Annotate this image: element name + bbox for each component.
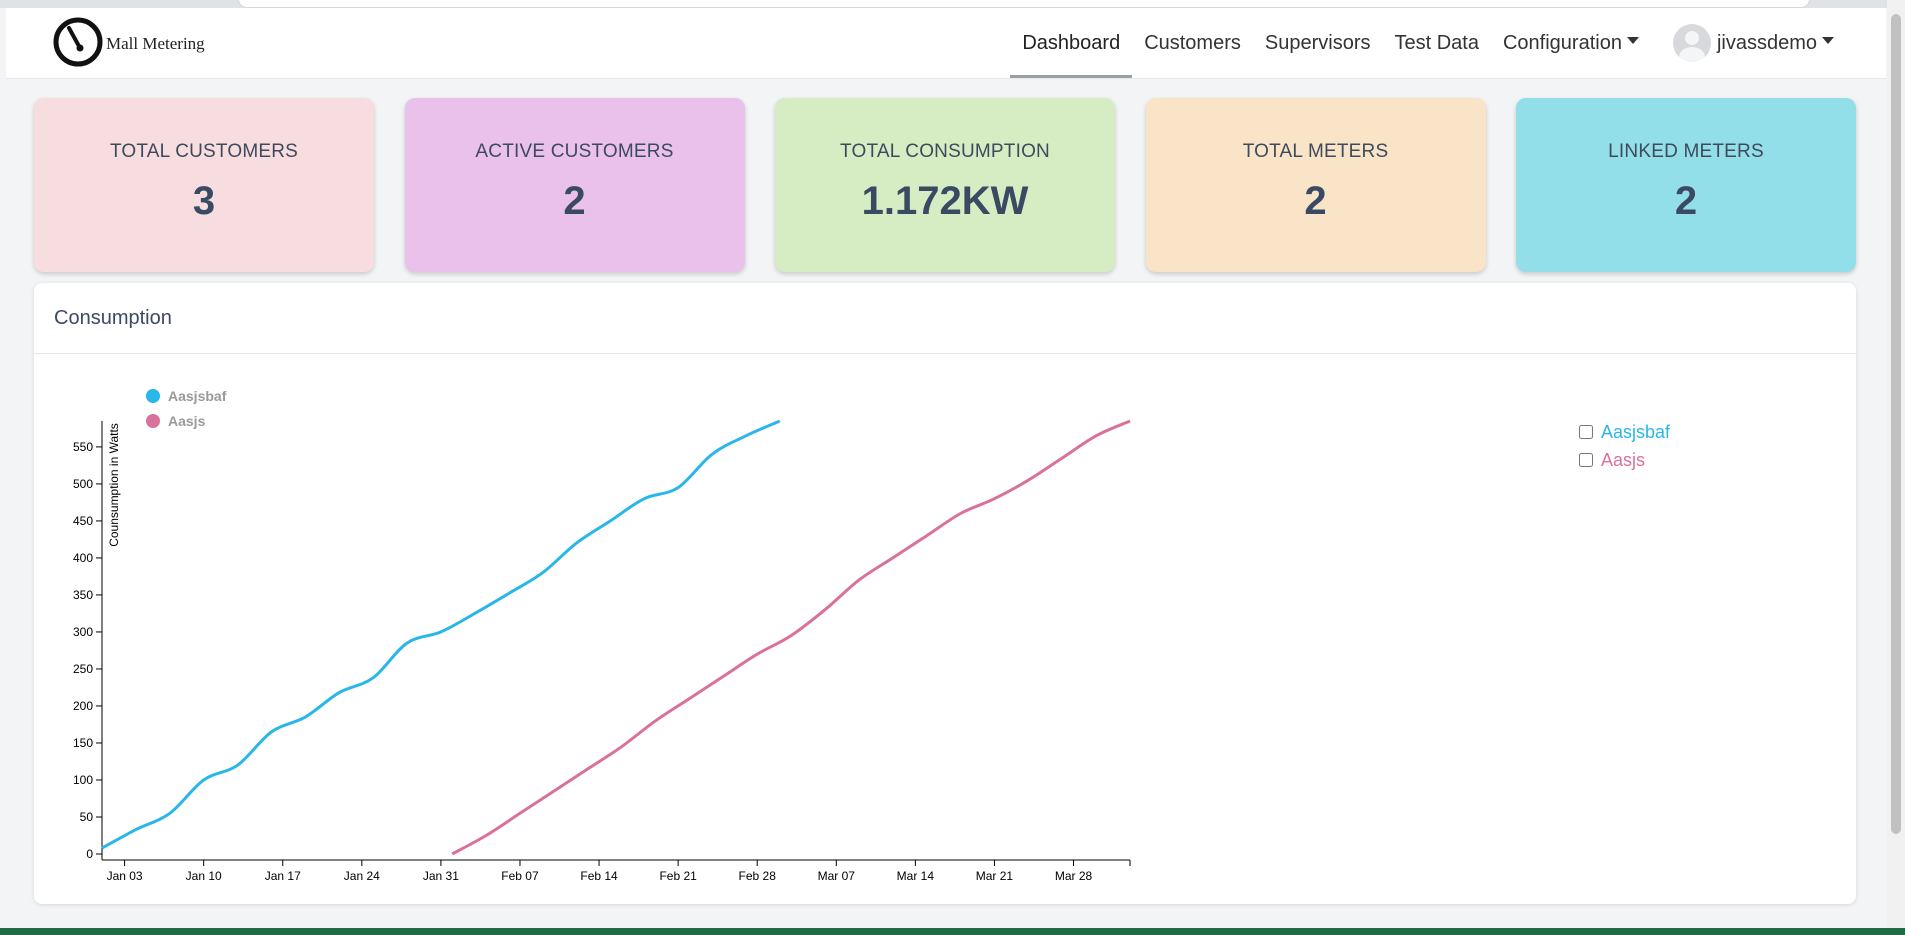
y-tick-label: 400 bbox=[73, 551, 93, 565]
nav-test-data[interactable]: Test Data bbox=[1383, 8, 1491, 78]
consumption-chart: 0 50 100 150 200 250 300 350 400 450 500 550 Jan 03 J… bbox=[73, 388, 1131, 883]
nav-configuration-dropdown[interactable]: Configuration bbox=[1491, 8, 1651, 78]
username: jivassdemo bbox=[1716, 32, 1817, 54]
y-tick-label: 200 bbox=[73, 699, 93, 713]
nav-test-data-label: Test Data bbox=[1394, 32, 1479, 54]
main-nav: Dashboard Customers Supervisors Test Dat… bbox=[1010, 8, 1846, 78]
y-tick-label: 100 bbox=[73, 773, 93, 787]
taskbar-strip bbox=[0, 928, 1905, 935]
nav-dashboard[interactable]: Dashboard bbox=[1010, 8, 1133, 78]
address-bar[interactable] bbox=[238, 0, 1810, 8]
x-tick-label: Mar 07 bbox=[818, 869, 856, 883]
y-tick-label: 250 bbox=[73, 662, 93, 676]
y-tick-label: 550 bbox=[73, 440, 93, 454]
panel-header: Consumption bbox=[34, 283, 1856, 354]
stat-card-active-customers: ACTIVE CUSTOMERS 2 bbox=[404, 98, 745, 272]
stat-value: 3 bbox=[192, 179, 216, 223]
x-tick-label: Feb 21 bbox=[659, 869, 697, 883]
scrollbar-thumb[interactable] bbox=[1891, 14, 1901, 834]
nav-supervisors-label: Supervisors bbox=[1264, 32, 1371, 54]
stat-value: 2 bbox=[1674, 179, 1698, 223]
y-tick-label: 500 bbox=[73, 477, 93, 491]
x-tick-label: Jan 10 bbox=[186, 869, 222, 883]
legend-dot bbox=[146, 414, 160, 428]
navbar: Mall Metering Dashboard Customers Superv… bbox=[6, 8, 1886, 79]
series-filter-aasjs[interactable]: Aasjs bbox=[1579, 446, 1670, 474]
nav-dashboard-label: Dashboard bbox=[1022, 32, 1121, 54]
series-line-aasjs bbox=[451, 419, 1131, 856]
series-filter-aasjsbaf[interactable]: Aasjsbaf bbox=[1579, 418, 1670, 446]
x-tick-label: Jan 31 bbox=[423, 869, 459, 883]
x-tick-label: Mar 28 bbox=[1055, 869, 1093, 883]
vertical-scrollbar[interactable] bbox=[1887, 0, 1905, 935]
series-checkbox-aasjsbaf[interactable] bbox=[1579, 425, 1593, 439]
stat-label: TOTAL CUSTOMERS bbox=[109, 141, 299, 162]
y-tick-label: 350 bbox=[73, 588, 93, 602]
stat-label: LINKED METERS bbox=[1608, 141, 1764, 162]
stat-card-total-consumption: TOTAL CONSUMPTION 1.172KW bbox=[775, 98, 1115, 272]
nav-configuration-label: Configuration bbox=[1502, 32, 1622, 54]
legend-label: Aasjsbaf bbox=[168, 388, 227, 404]
stat-card-linked-meters: LINKED METERS 2 bbox=[1516, 98, 1856, 272]
consumption-panel: Consumption 0 50 100 150 200 250 300 350 400 450 5… bbox=[34, 283, 1856, 904]
stat-value: 2 bbox=[1304, 179, 1327, 223]
y-tick-label: 50 bbox=[80, 810, 94, 824]
stat-cards: TOTAL CUSTOMERS 3 ACTIVE CUSTOMERS 2 TOT… bbox=[34, 98, 1856, 272]
x-tick-label: Feb 28 bbox=[739, 869, 777, 883]
brand-name: Mall Metering bbox=[106, 34, 205, 53]
y-tick-label: 300 bbox=[73, 625, 93, 639]
stat-value: 2 bbox=[563, 179, 586, 223]
user-avatar-icon bbox=[1672, 24, 1711, 62]
x-tick-label: Jan 17 bbox=[265, 869, 301, 883]
series-line-aasjsbaf bbox=[101, 419, 781, 850]
nav-supervisors[interactable]: Supervisors bbox=[1253, 8, 1383, 78]
nav-customers[interactable]: Customers bbox=[1132, 8, 1253, 78]
legend-dot bbox=[146, 389, 160, 403]
x-tick-label: Jan 24 bbox=[344, 869, 380, 883]
series-filter-label: Aasjs bbox=[1601, 449, 1646, 470]
user-menu[interactable]: jivassdemo bbox=[1661, 8, 1846, 78]
x-tick-label: Feb 07 bbox=[501, 869, 539, 883]
x-tick-label: Jan 03 bbox=[107, 869, 143, 883]
stat-label: ACTIVE CUSTOMERS bbox=[475, 141, 674, 162]
x-tick-label: Mar 14 bbox=[897, 869, 935, 883]
series-checkbox-aasjs[interactable] bbox=[1579, 453, 1593, 467]
browser-strip bbox=[0, 0, 1905, 8]
panel-title: Consumption bbox=[54, 307, 172, 329]
stat-card-total-customers: TOTAL CUSTOMERS 3 bbox=[34, 98, 374, 272]
series-filter: Aasjsbaf Aasjs bbox=[1579, 418, 1670, 474]
y-tick-label: 150 bbox=[73, 736, 93, 750]
x-tick-label: Mar 21 bbox=[976, 869, 1014, 883]
nav-customers-label: Customers bbox=[1144, 32, 1241, 54]
caret-down-icon bbox=[1626, 37, 1639, 45]
y-tick-label: 0 bbox=[86, 847, 93, 861]
stat-label: TOTAL METERS bbox=[1242, 141, 1389, 162]
series-filter-label: Aasjsbaf bbox=[1601, 421, 1671, 442]
caret-down-icon bbox=[1822, 36, 1834, 44]
stat-label: TOTAL CONSUMPTION bbox=[840, 141, 1050, 162]
x-tick-label: Feb 14 bbox=[580, 869, 618, 883]
stat-card-total-meters: TOTAL METERS 2 bbox=[1145, 98, 1486, 272]
brand-logo[interactable]: Mall Metering bbox=[52, 14, 205, 68]
stat-value: 1.172KW bbox=[861, 179, 1029, 223]
y-tick-label: 450 bbox=[73, 514, 93, 528]
y-axis-label: Counsumption in Watts bbox=[107, 423, 121, 547]
gauge-icon bbox=[53, 17, 103, 67]
legend-label: Aasjs bbox=[168, 413, 206, 429]
